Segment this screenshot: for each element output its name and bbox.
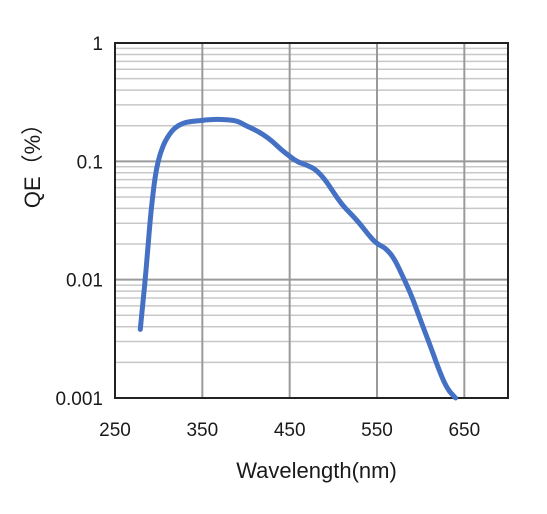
y-tick-label: 0.001 (55, 389, 103, 410)
plot-frame (114, 42, 509, 399)
x-tick-label: 650 (448, 420, 480, 441)
x-tick-label: 250 (99, 420, 131, 441)
minor-grid (115, 47, 508, 364)
y-tick-label: 0.01 (66, 271, 103, 292)
x-axis-ticks: 250 350 450 550 650 (99, 420, 480, 441)
x-axis-title: Wavelength(nm) (236, 458, 397, 483)
x-tick-label: 550 (361, 420, 393, 441)
qe-series-line (137, 116, 459, 401)
y-axis-ticks: 0.001 0.01 0.1 1 (55, 34, 103, 410)
x-tick-label: 450 (274, 420, 306, 441)
major-grid (114, 42, 508, 399)
y-tick-label: 1 (92, 34, 103, 55)
y-tick-label: 0.1 (77, 152, 103, 173)
x-tick-label: 350 (186, 420, 218, 441)
y-axis-title: QE（%） (20, 113, 45, 208)
series-layer (137, 116, 459, 401)
